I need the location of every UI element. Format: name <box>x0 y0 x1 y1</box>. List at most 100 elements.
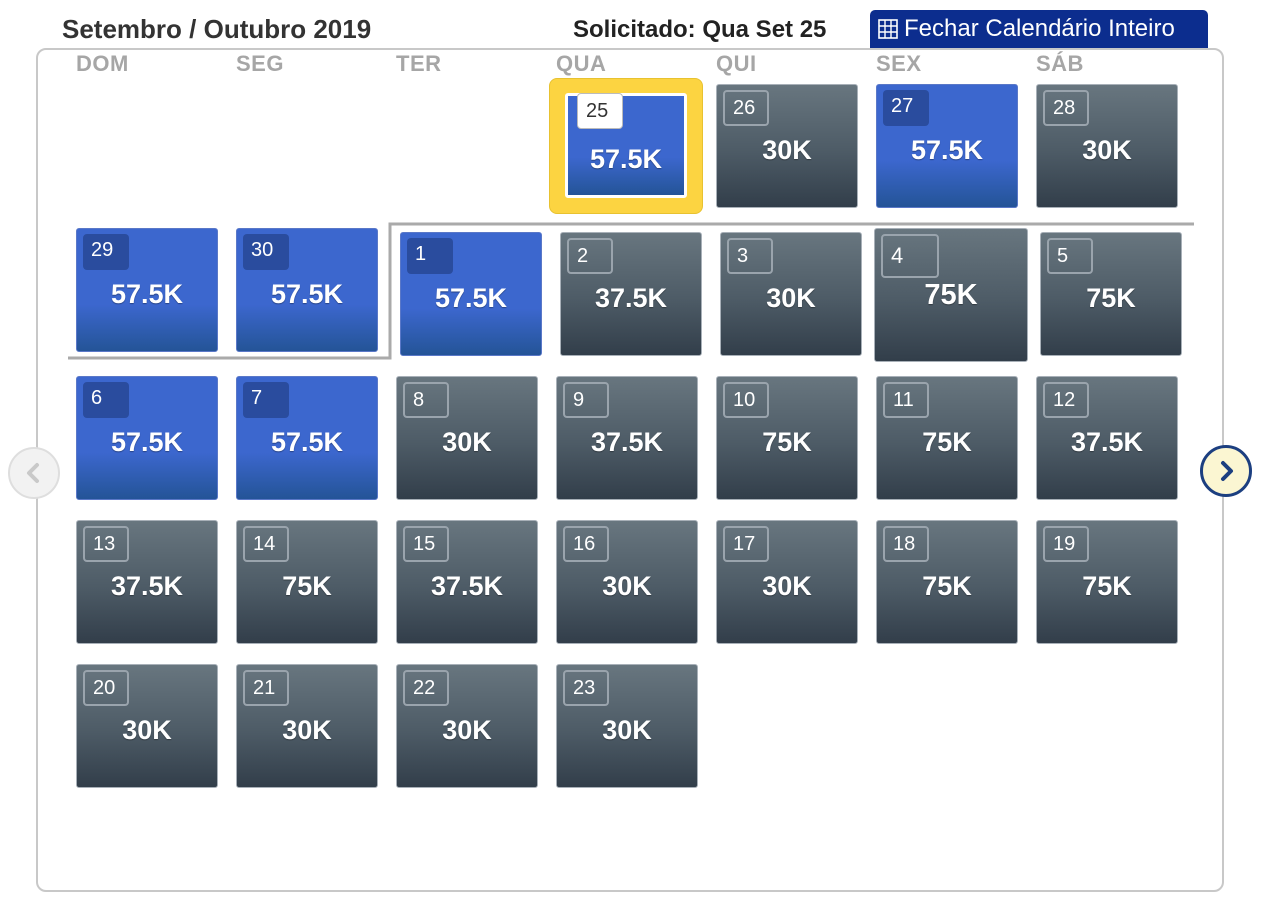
day-number: 3 <box>727 238 773 274</box>
day-price: 75K <box>922 427 972 457</box>
day-price: 30K <box>602 571 652 601</box>
day-number: 21 <box>243 670 289 706</box>
day-price: 30K <box>1082 135 1132 165</box>
day-number: 28 <box>1043 90 1089 126</box>
previous-month-button[interactable] <box>8 447 60 499</box>
day-number: 15 <box>403 526 449 562</box>
day-cell-oct-20[interactable]: 20 30K <box>76 664 218 788</box>
close-full-calendar-label: Fechar Calendário Inteiro <box>904 15 1175 42</box>
day-cell-oct-15[interactable]: 15 37.5K <box>396 520 538 644</box>
day-cell-sep-29[interactable]: 29 57.5K <box>76 228 218 352</box>
day-cell-oct-11[interactable]: 11 75K <box>876 376 1018 500</box>
day-number: 10 <box>723 382 769 418</box>
day-price: 57.5K <box>110 427 184 457</box>
day-price: 37.5K <box>594 283 668 313</box>
day-number: 13 <box>83 526 129 562</box>
day-cell-oct-19[interactable]: 19 75K <box>1036 520 1178 644</box>
day-cell-sep-27[interactable]: 27 57.5K <box>876 84 1018 208</box>
day-price: 37.5K <box>430 571 504 601</box>
day-price: 30K <box>282 715 332 745</box>
day-price: 37.5K <box>1070 427 1144 457</box>
day-cell-oct-3[interactable]: 3 30K <box>720 232 862 356</box>
requested-date-label: Solicitado: Qua Set 25 <box>573 16 827 43</box>
day-price: 57.5K <box>589 144 663 174</box>
day-number: 19 <box>1043 526 1089 562</box>
day-price: 30K <box>442 427 492 457</box>
day-cell-sep-28[interactable]: 28 30K <box>1036 84 1178 208</box>
day-number: 2 <box>567 238 613 274</box>
day-price: 30K <box>762 571 812 601</box>
day-number: 8 <box>403 382 449 418</box>
weekday-wed: QUA <box>556 51 607 76</box>
day-price: 30K <box>766 283 816 313</box>
day-cell-oct-14[interactable]: 14 75K <box>236 520 378 644</box>
day-cell-oct-21[interactable]: 21 30K <box>236 664 378 788</box>
day-price: 30K <box>122 715 172 745</box>
day-number: 20 <box>83 670 129 706</box>
day-cell-oct-17[interactable]: 17 30K <box>716 520 858 644</box>
weekday-tue: TER <box>396 51 442 76</box>
day-number: 29 <box>83 234 129 270</box>
weekday-sat: SÁB <box>1036 51 1084 76</box>
day-number: 7 <box>243 382 289 418</box>
day-cell-oct-2[interactable]: 2 37.5K <box>560 232 702 356</box>
day-number: 17 <box>723 526 769 562</box>
day-price: 75K <box>762 427 812 457</box>
day-cell-oct-23[interactable]: 23 30K <box>556 664 698 788</box>
day-price: 75K <box>922 571 972 601</box>
day-number: 27 <box>883 90 929 126</box>
weekday-thu: QUI <box>716 51 757 76</box>
day-price: 57.5K <box>910 135 984 165</box>
day-price: 57.5K <box>110 279 184 309</box>
day-cell-oct-12[interactable]: 12 37.5K <box>1036 376 1178 500</box>
day-price: 30K <box>602 715 652 745</box>
day-number: 12 <box>1043 382 1089 418</box>
day-number: 6 <box>83 382 129 418</box>
day-number: 22 <box>403 670 449 706</box>
day-number: 9 <box>563 382 609 418</box>
day-cell-oct-13[interactable]: 13 37.5K <box>76 520 218 644</box>
day-number: 25 <box>577 93 623 129</box>
day-price: 75K <box>1086 283 1136 313</box>
day-price: 57.5K <box>434 283 508 313</box>
day-cell-oct-18[interactable]: 18 75K <box>876 520 1018 644</box>
weekday-fri: SEX <box>876 51 922 76</box>
day-cell-oct-10[interactable]: 10 75K <box>716 376 858 500</box>
close-full-calendar-button[interactable]: Fechar Calendário Inteiro <box>870 10 1208 48</box>
day-cell-oct-4[interactable]: 4 75K <box>874 228 1028 362</box>
day-number: 23 <box>563 670 609 706</box>
day-price: 30K <box>442 715 492 745</box>
day-cell-oct-8[interactable]: 8 30K <box>396 376 538 500</box>
day-price: 75K <box>924 279 978 311</box>
day-price: 57.5K <box>270 427 344 457</box>
day-number: 30 <box>243 234 289 270</box>
day-number: 11 <box>883 382 929 418</box>
weekday-mon: SEG <box>236 51 284 76</box>
next-month-button[interactable] <box>1200 445 1252 497</box>
day-number: 1 <box>407 238 453 274</box>
chevron-left-icon <box>22 461 46 485</box>
day-price: 75K <box>282 571 332 601</box>
day-number: 26 <box>723 90 769 126</box>
day-number: 18 <box>883 526 929 562</box>
day-cell-oct-1[interactable]: 1 57.5K <box>400 232 542 356</box>
day-cell-sep-30[interactable]: 30 57.5K <box>236 228 378 352</box>
day-price: 37.5K <box>110 571 184 601</box>
day-cell-oct-9[interactable]: 9 37.5K <box>556 376 698 500</box>
day-cell-oct-6[interactable]: 6 57.5K <box>76 376 218 500</box>
day-number: 16 <box>563 526 609 562</box>
day-cell-oct-7[interactable]: 7 57.5K <box>236 376 378 500</box>
day-cell-oct-5[interactable]: 5 75K <box>1040 232 1182 356</box>
grid-icon <box>878 19 898 39</box>
day-cell-sep-26[interactable]: 26 30K <box>716 84 858 208</box>
day-price: 30K <box>762 135 812 165</box>
day-cell-oct-22[interactable]: 22 30K <box>396 664 538 788</box>
day-number: 5 <box>1047 238 1093 274</box>
day-number: 14 <box>243 526 289 562</box>
day-cell-sep-25[interactable]: 25 57.5K <box>565 93 687 198</box>
day-price: 37.5K <box>590 427 664 457</box>
chevron-right-icon <box>1214 459 1238 483</box>
day-cell-oct-16[interactable]: 16 30K <box>556 520 698 644</box>
weekday-sun: DOM <box>76 51 129 76</box>
day-price: 75K <box>1082 571 1132 601</box>
